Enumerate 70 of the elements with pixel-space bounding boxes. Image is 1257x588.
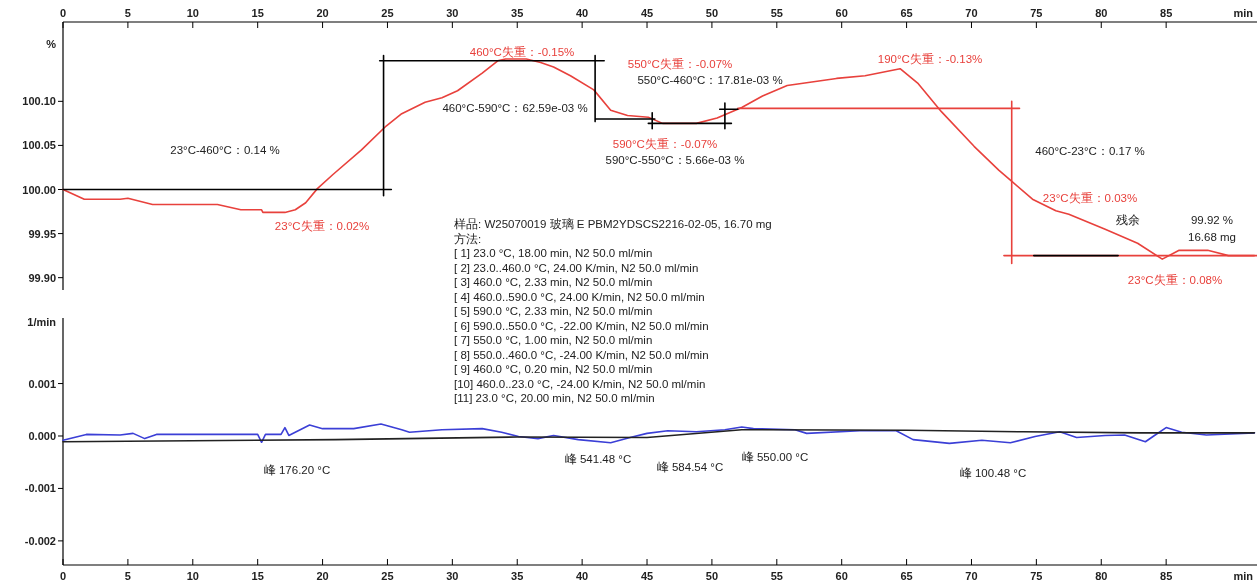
x-tick-label: 25 <box>381 570 394 582</box>
annotation: 590°C失重：-0.07% <box>612 138 718 150</box>
y-tick-label: 99.95 <box>28 227 56 240</box>
x-tick-label: 30 <box>446 7 459 19</box>
x-tick-label: 30 <box>446 570 459 582</box>
x-tick-label: 75 <box>1030 7 1043 19</box>
x-tick-label: 55 <box>770 570 783 582</box>
x-tick-label: 65 <box>900 570 913 582</box>
annotation: 峰 584.54 °C <box>656 461 724 473</box>
x-axis-title: min <box>1233 7 1254 19</box>
annotation: 峰 100.48 °C <box>959 467 1027 479</box>
annotation: 残余 <box>1116 214 1140 226</box>
x-tick-label: 40 <box>576 570 589 582</box>
x-tick-label: 70 <box>965 7 978 19</box>
y-tick-label: 100.00 <box>22 183 56 196</box>
annotation: 峰 550.00 °C <box>741 451 809 463</box>
x-tick-label: 40 <box>576 7 589 19</box>
x-tick-label: 75 <box>1030 570 1043 582</box>
x-tick-label: 35 <box>511 570 524 582</box>
x-tick-label: 20 <box>316 7 329 19</box>
x-tick-label: 85 <box>1160 7 1173 19</box>
annotation: 23°C-460°C：0.14 % <box>170 144 280 156</box>
y-tick-label: 99.90 <box>28 271 56 284</box>
annotation: 460°C-23°C：0.17 % <box>1035 145 1145 157</box>
annotation: 峰 176.20 °C <box>263 464 331 476</box>
annotation: 23°C失重：0.08% <box>1127 274 1223 286</box>
x-tick-label: 15 <box>251 570 264 582</box>
x-tick-label: 10 <box>186 570 199 582</box>
note: 样品: W25070019 玻璃 E PBM2YDSCS2216-02-05, 16.70 mg 方法: [ 1] 23.0 °C, 18.00 min, N2 50.0 ml/min [ 2] 23.0..460.0 °C, 24.00 K/min, N2 50.0 ml/min [ 3] 460.0 °C, 2.33 min, N2 50.0 ml/min [ 4] 460.0..590.0 °C, 24.00 K/min, N2 50.0 ml/min [ 5] 590.0 °C, 2.33 min, N2 50.0 ml/min [ 6] 590.0..550.0 °C, -22.00 K/min, N2 50.0 ml/min [ 7] 550.0 °C, 1.00 min, N2 50.0 ml/min [ 8] 550.0..460.0 °C, -24.00 K/min, N2 50.0 ml/min [ 9] 460.0 °C, 0.20 min, N2 50.0 ml/min [10] 460.0..23.0 °C, -24.00 K/min, N2 50.0 ml/min [11] 23.0 °C, 20.00 min, N2 50.0 ml/min <box>454 218 772 404</box>
x-tick-label: 80 <box>1095 7 1108 19</box>
x-tick-label: 50 <box>705 7 719 19</box>
annotation: 590°C-550°C：5.66e-03 % <box>605 154 745 166</box>
annotation: 99.92 % <box>1190 214 1234 226</box>
annotation: 峰 541.48 °C <box>564 453 632 465</box>
annotation: 460°C-590°C：62.59e-03 % <box>442 102 588 114</box>
x-tick-label: 10 <box>186 7 199 19</box>
x-tick-label: 0 <box>59 7 67 19</box>
x-tick-label: 15 <box>251 7 264 19</box>
x-tick-label: 35 <box>511 7 524 19</box>
annotation: 23°C失重：0.02% <box>274 220 370 232</box>
x-tick-label: 70 <box>965 570 978 582</box>
y-tick-label: 0.000 <box>28 429 56 442</box>
x-tick-label: 60 <box>835 570 848 582</box>
x-tick-label: 45 <box>640 7 654 19</box>
y-axis-title: % <box>46 38 57 50</box>
y-tick-label: -0.001 <box>24 482 56 495</box>
y-tick-label: -0.002 <box>24 534 56 547</box>
x-tick-label: 85 <box>1160 570 1173 582</box>
x-tick-label: 45 <box>640 570 654 582</box>
x-tick-label: 5 <box>124 570 131 582</box>
x-tick-label: 65 <box>900 7 913 19</box>
y-tick-label: 100.10 <box>22 95 56 108</box>
x-tick-label: 50 <box>705 570 719 582</box>
x-tick-label: 5 <box>124 7 131 19</box>
y-axis-title: 1/min <box>27 316 57 328</box>
y-tick-label: 100.05 <box>22 139 56 152</box>
x-tick-label: 60 <box>835 7 848 19</box>
x-axis-title: min <box>1233 570 1254 582</box>
x-tick-label: 80 <box>1095 570 1108 582</box>
x-tick-label: 20 <box>316 570 329 582</box>
annotation: 550°C-460°C：17.81e-03 % <box>637 74 783 86</box>
x-tick-label: 25 <box>381 7 394 19</box>
annotation: 190°C失重：-0.13% <box>877 53 983 65</box>
annotation: 16.68 mg <box>1188 231 1236 243</box>
annotation: 550°C失重：-0.07% <box>627 58 733 70</box>
y-tick-label: 0.001 <box>28 377 56 390</box>
x-tick-label: 55 <box>770 7 783 19</box>
annotation: 460°C失重：-0.15% <box>469 46 575 58</box>
annotation: 23°C失重：0.03% <box>1042 192 1138 204</box>
x-tick-label: 0 <box>59 570 67 582</box>
